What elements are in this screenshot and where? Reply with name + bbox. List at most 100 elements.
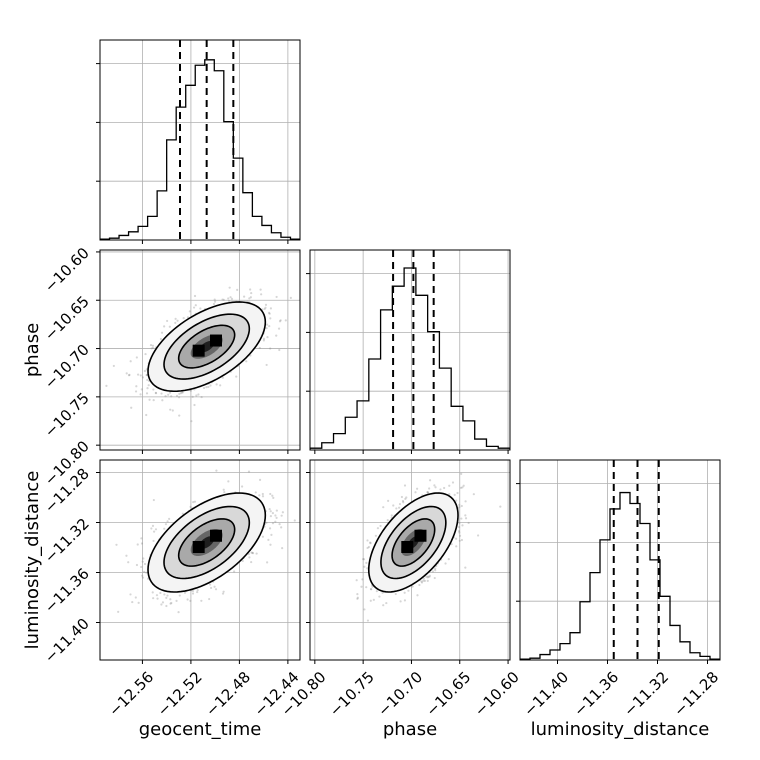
peak-cell-0 <box>192 541 205 553</box>
sample-point <box>189 389 192 392</box>
density-panel-geocent_time-vs-luminosity_distance <box>96 459 301 664</box>
sample-point <box>189 505 192 508</box>
sample-point <box>167 393 170 396</box>
sample-point <box>166 594 169 597</box>
peak-cell-0 <box>192 344 205 357</box>
sample-point <box>428 479 432 482</box>
x-axis-title-phase: phase <box>383 719 437 740</box>
sample-point <box>427 575 430 578</box>
sample-point <box>245 360 248 363</box>
sample-point <box>378 595 381 598</box>
sample-point <box>152 597 155 600</box>
panel-frame <box>99 249 301 451</box>
sample-point <box>178 594 181 597</box>
peak-cells <box>192 334 222 357</box>
sample-point <box>472 493 475 496</box>
sample-point <box>191 395 194 398</box>
sample-point <box>105 384 108 387</box>
sample-point <box>403 484 407 487</box>
sample-point <box>278 522 281 526</box>
sample-point <box>135 385 138 388</box>
sample-point <box>159 591 162 595</box>
sample-point <box>356 592 359 596</box>
sample-point <box>443 486 446 490</box>
sample-point <box>175 394 179 397</box>
contour-line-0 <box>147 492 267 593</box>
sample-point <box>212 302 216 306</box>
sample-point <box>188 310 191 313</box>
x-tick-label-phase-1: −10.75 <box>326 668 378 720</box>
sample-point <box>175 599 178 603</box>
sample-point <box>222 488 225 491</box>
sample-point <box>261 535 265 538</box>
sample-point <box>355 579 358 582</box>
peak-cell-1 <box>414 529 427 542</box>
sample-point <box>209 384 212 387</box>
panels-layer <box>96 39 721 664</box>
sample-point <box>386 518 389 522</box>
y-tick-label-luminosity_distance-2: −11.32 <box>41 515 93 567</box>
sample-point <box>457 525 461 529</box>
sample-point <box>434 567 437 570</box>
panel-frame <box>99 459 301 661</box>
sample-point <box>454 537 458 540</box>
sample-point <box>178 414 181 417</box>
sample-point <box>149 343 153 347</box>
x-tick-label-phase-2: −10.70 <box>374 668 426 720</box>
sample-point <box>258 494 261 497</box>
sample-point <box>366 619 370 622</box>
sample-point <box>164 523 168 526</box>
sample-point <box>275 509 278 512</box>
sample-point <box>269 307 273 310</box>
sample-point <box>254 491 257 494</box>
sample-point <box>462 484 465 487</box>
sample-point <box>376 527 380 530</box>
sample-point <box>461 486 464 489</box>
x-axis-title-geocent_time: geocent_time <box>139 719 262 740</box>
panel-frame-phase <box>309 249 511 451</box>
contour-line-2 <box>391 518 436 567</box>
sample-point <box>369 599 372 602</box>
sample-point <box>265 521 268 524</box>
contour-line-1 <box>163 313 251 380</box>
sample-point <box>176 319 179 322</box>
sample-point <box>414 491 417 494</box>
sample-point <box>459 486 463 489</box>
sample-point <box>170 395 173 398</box>
x-tick-label-phase-3: −10.65 <box>423 668 475 720</box>
sample-point <box>151 524 155 527</box>
sample-point <box>385 601 388 605</box>
sample-point <box>464 517 468 520</box>
sample-point <box>460 538 464 542</box>
sample-point <box>363 565 366 568</box>
x-axis-title-luminosity_distance: luminosity_distance <box>531 719 710 740</box>
sample-point <box>434 486 437 489</box>
sample-point <box>196 588 199 592</box>
sample-point <box>422 579 425 582</box>
contour-line-0 <box>147 301 267 393</box>
sample-point <box>448 493 451 496</box>
sample-point <box>117 610 120 613</box>
sample-point <box>266 561 269 564</box>
sample-point <box>369 541 372 544</box>
sample-point <box>166 520 169 523</box>
sample-point <box>428 575 431 578</box>
y-tick-label-phase-4: −10.60 <box>41 244 93 296</box>
sample-point <box>161 399 164 402</box>
sample-point <box>191 589 195 593</box>
sample-point <box>145 571 148 574</box>
sample-point <box>402 501 405 504</box>
sample-point <box>363 608 366 611</box>
sample-point <box>265 323 269 326</box>
sample-point <box>189 599 192 602</box>
sample-point <box>280 526 283 529</box>
sample-point <box>274 520 277 523</box>
sample-point <box>200 599 203 602</box>
sample-point <box>258 478 262 482</box>
sample-point <box>141 376 145 379</box>
sample-point <box>464 566 467 569</box>
sample-point <box>261 495 265 498</box>
sample-point <box>453 493 456 496</box>
sample-point <box>192 306 196 309</box>
sample-point <box>152 530 156 533</box>
